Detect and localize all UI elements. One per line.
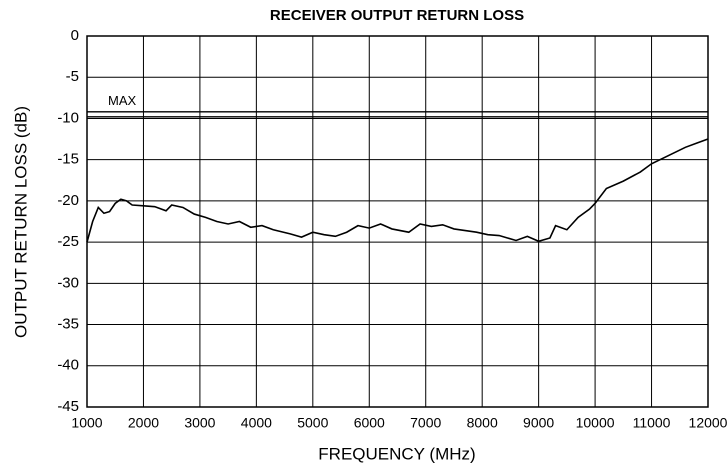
x-tick-label: 6000	[354, 415, 385, 431]
x-axis-label: FREQUENCY (MHz)	[318, 444, 475, 463]
y-tick-label: -40	[57, 357, 79, 374]
y-tick-label: -10	[57, 109, 79, 126]
y-tick-label: 0	[71, 27, 79, 44]
x-tick-label: 8000	[467, 415, 498, 431]
y-axis-label: OUTPUT RETURN LOSS (dB)	[11, 106, 30, 338]
y-tick-label: -25	[57, 233, 79, 250]
x-tick-label: 11000	[633, 415, 671, 431]
data-line	[86, 138, 709, 243]
y-tick-label: -5	[66, 68, 79, 85]
x-tick-label: 10000	[576, 415, 615, 431]
y-tick-label: -30	[57, 274, 79, 291]
x-tick-label: 5000	[297, 415, 328, 431]
y-tick-label: -45	[57, 398, 79, 415]
y-tick-label: -20	[57, 192, 79, 209]
x-tick-label: 1000	[71, 415, 102, 431]
y-tick-label: -35	[57, 316, 79, 333]
reference-label: MAX	[108, 93, 137, 108]
y-tick-label: -15	[57, 151, 79, 168]
x-tick-label: 12000	[689, 415, 727, 431]
chart-title: RECEIVER OUTPUT RETURN LOSS	[270, 7, 524, 24]
x-tick-label: 4000	[241, 415, 272, 431]
x-tick-label: 3000	[184, 415, 215, 431]
x-tick-label: 2000	[128, 415, 159, 431]
x-tick-label: 7000	[410, 415, 441, 431]
plot-frame	[86, 35, 709, 408]
x-tick-label: 9000	[523, 415, 554, 431]
